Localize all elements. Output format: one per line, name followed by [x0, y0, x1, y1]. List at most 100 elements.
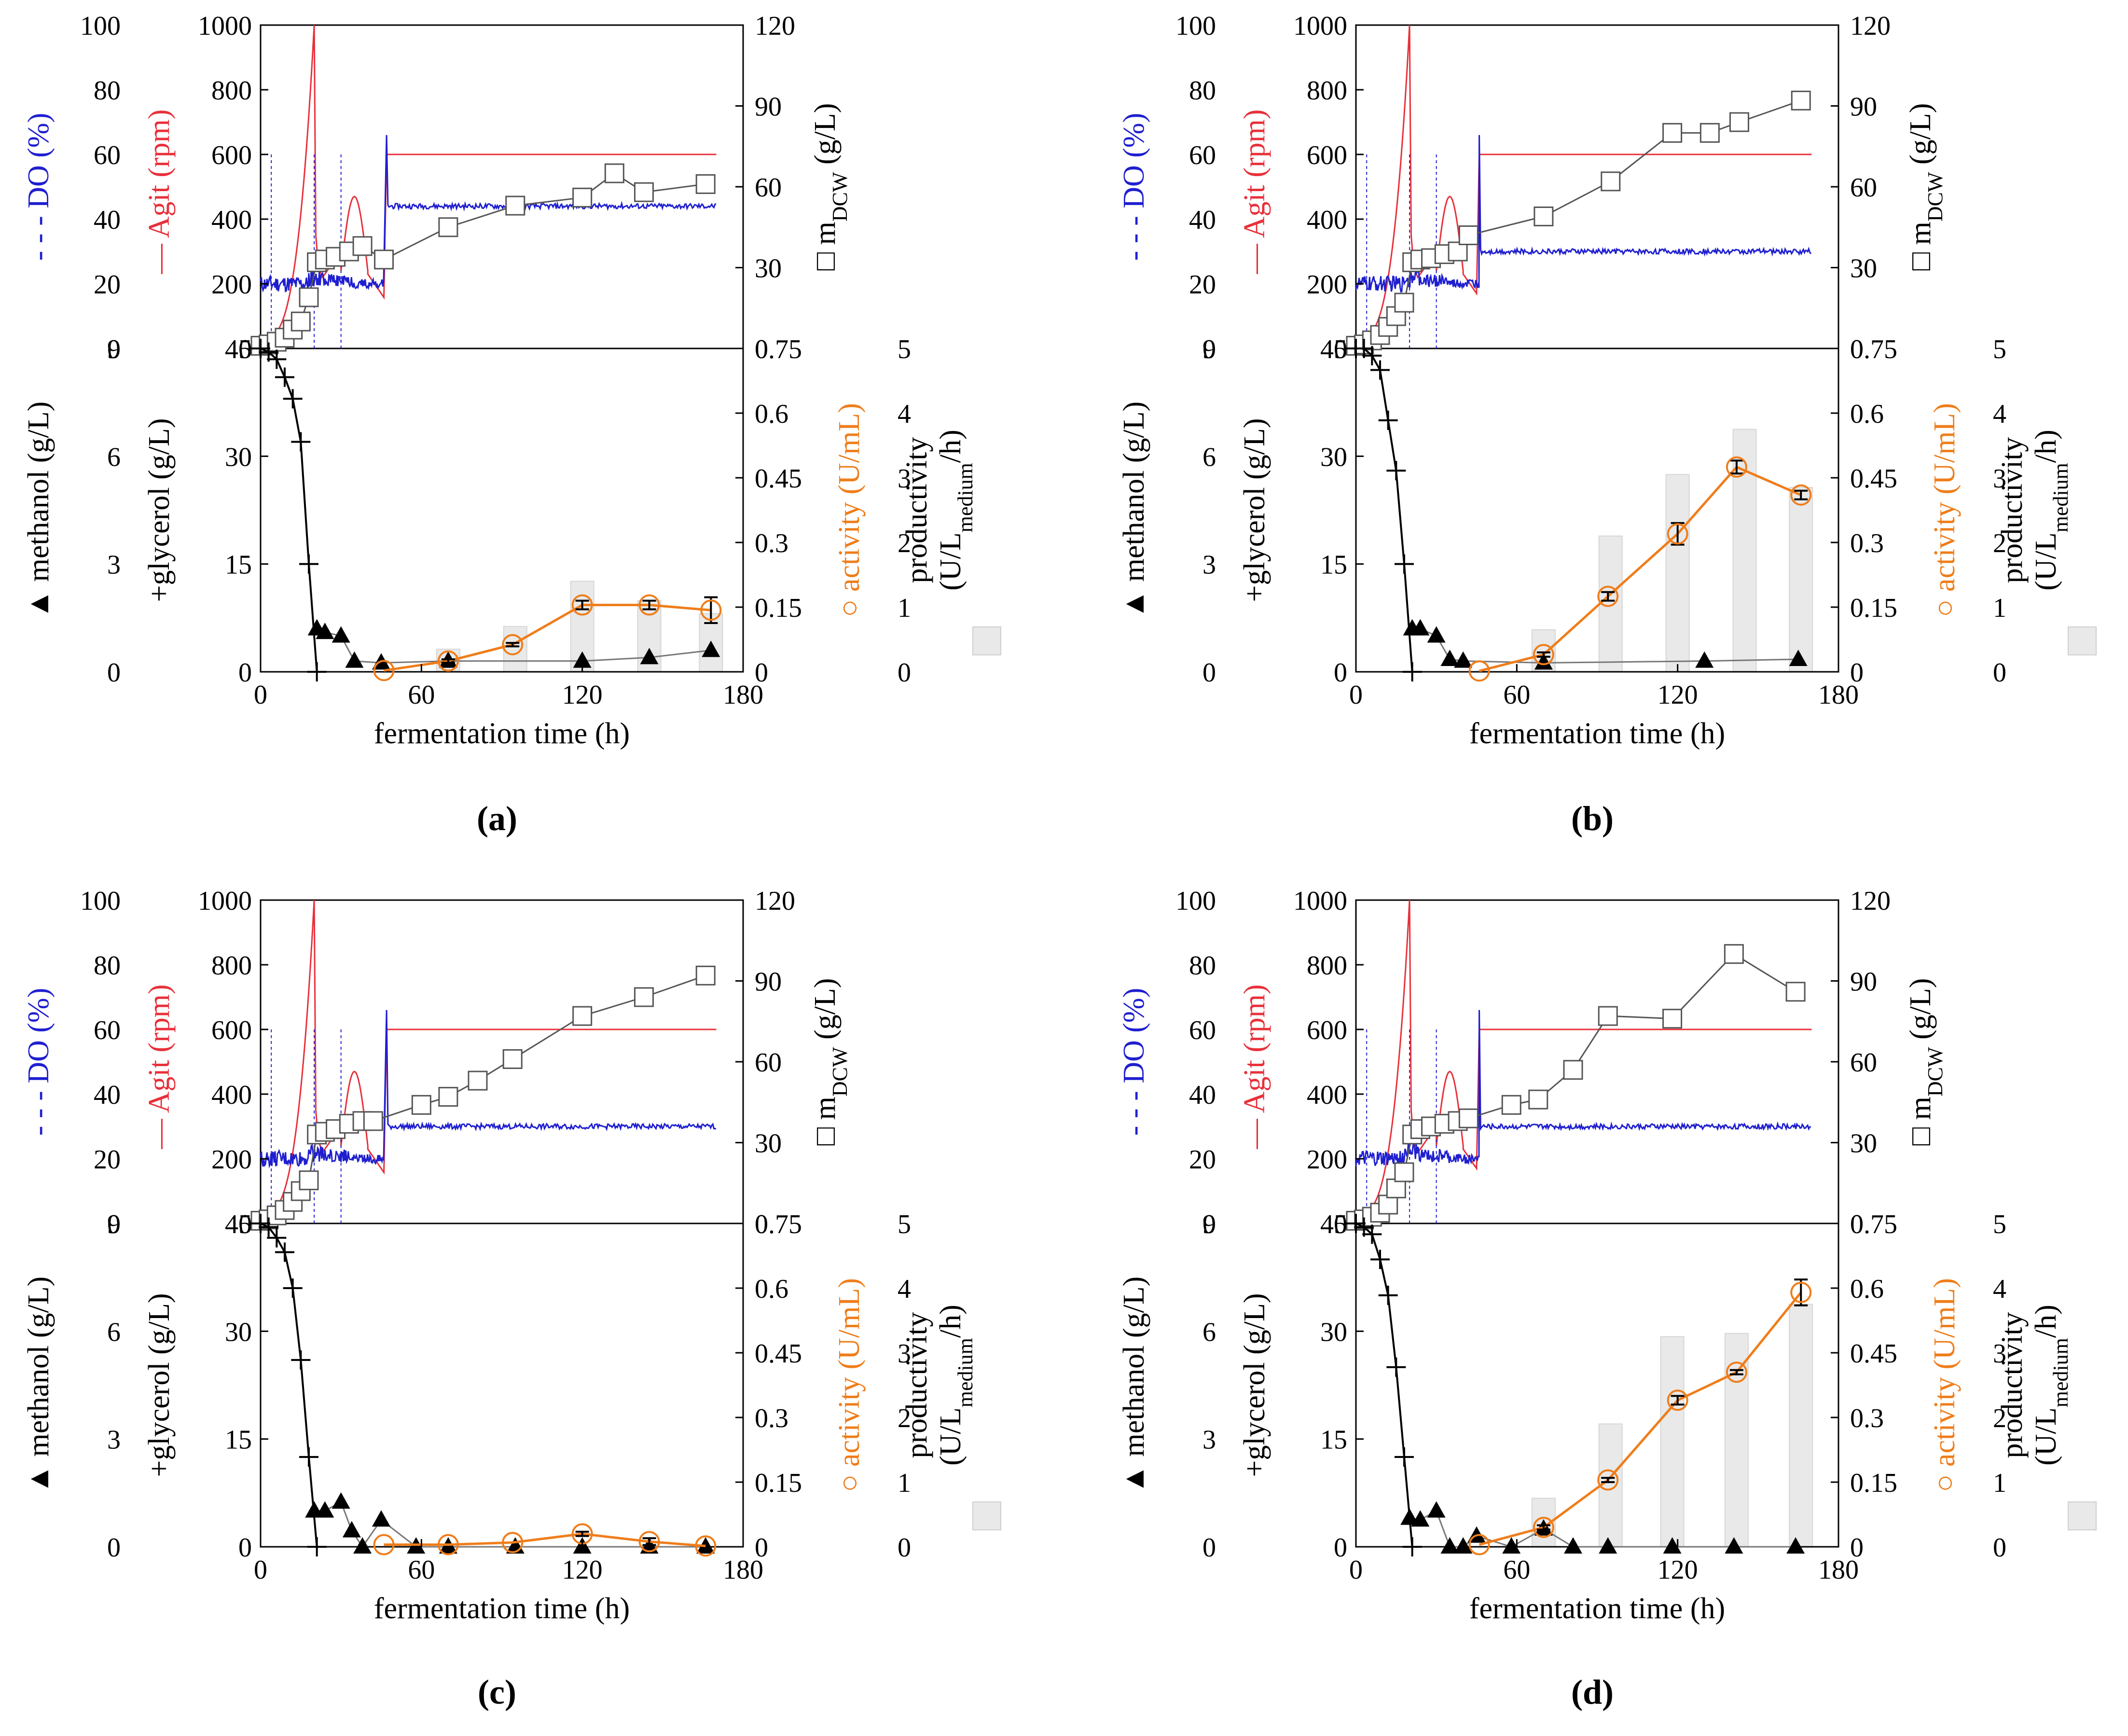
- agit-tick-label: 0: [1334, 334, 1347, 364]
- activity-tick-label: 0.15: [1850, 593, 1897, 623]
- productivity-axis-label: productivity (U/Lmedium/h): [900, 1305, 1001, 1530]
- methanol-marker: [640, 648, 659, 665]
- methanol-marker: [1534, 653, 1553, 670]
- x-tick-label: 120: [1658, 1555, 1698, 1585]
- agit-tick-label: 600: [1307, 140, 1347, 170]
- methanol-line: [314, 1500, 706, 1548]
- productivity-tick-label: 3: [898, 464, 911, 494]
- dcw-tick-label: 30: [1850, 254, 1877, 284]
- methanol-marker: [316, 1501, 334, 1518]
- agit-axis-label: — Agit (rpm): [143, 110, 176, 275]
- do-tick-label: 0: [1202, 1209, 1216, 1239]
- activity-tick-label: 0.3: [1850, 1403, 1884, 1433]
- x-axis-label: fermentation time (h): [1469, 717, 1725, 750]
- productivity-tick-label: 1: [1993, 1468, 2006, 1498]
- productivity-tick-label: 4: [898, 399, 911, 429]
- methanol-tick-label: 0: [1202, 1533, 1216, 1563]
- activity-tick-label: 0.6: [755, 399, 788, 429]
- methanol-tick-label: 3: [1202, 1425, 1216, 1455]
- activity-errorbar: [1536, 651, 1550, 658]
- glycerol-tick-label: 45: [1320, 334, 1347, 364]
- do-label-dash: - - -: [22, 208, 55, 261]
- methanol-marker: [1695, 651, 1714, 668]
- glycerol-marker: [1402, 662, 1422, 681]
- activity-tick-label: 0: [1850, 658, 1864, 688]
- methanol-marker: [1400, 1508, 1419, 1525]
- activity-label-symbol: ○: [833, 592, 866, 617]
- methanol-tick-label: 9: [107, 334, 121, 364]
- productivity-legend-swatch: [2068, 626, 2097, 655]
- glycerol-marker: [259, 1217, 278, 1237]
- glycerol-tick-label: 15: [225, 1425, 252, 1455]
- agit-label-text: Agit (rpm): [143, 110, 176, 238]
- dcw-label-m: m: [1904, 1097, 1937, 1120]
- dcw-marker: [572, 1006, 593, 1026]
- methanol-marker: [1502, 1537, 1521, 1554]
- agit-tick-label: 0: [238, 1209, 252, 1239]
- productivity-tick-label: 4: [1993, 1274, 2006, 1304]
- productivity-bar: [1789, 1304, 1813, 1547]
- dcw-label-symbol: □: [809, 1120, 842, 1145]
- methanol-tick-label: 3: [107, 550, 121, 580]
- do-tick-label: 60: [1189, 1015, 1216, 1045]
- productivity-label-line2: (U/Lmedium/h): [2030, 430, 2073, 591]
- dcw-marker: [1662, 123, 1683, 143]
- activity-marker: [373, 660, 395, 681]
- glycerol-marker: [1362, 1224, 1382, 1244]
- glycerol-marker: [275, 367, 294, 387]
- agit-tick-label: 600: [211, 140, 252, 170]
- productivity-bar: [1665, 474, 1690, 672]
- productivity-tick-label: 3: [1993, 1339, 2006, 1369]
- glycerol-tick-label: 30: [225, 442, 252, 472]
- agit-label-dash: —: [1238, 1113, 1271, 1149]
- dcw-label-sub: DCW: [828, 1047, 852, 1097]
- activity-tick-label: 0: [755, 658, 768, 688]
- agit-tick-label: 1000: [198, 11, 252, 41]
- agitation-line: [260, 900, 717, 1215]
- x-tick-label: 180: [723, 680, 763, 710]
- glycerol-tick-label: 0: [238, 1533, 252, 1563]
- x-tick-label: 0: [1349, 1555, 1363, 1585]
- methanol-tick-label: 6: [107, 1317, 121, 1347]
- activity-tick-label: 0.15: [1850, 1468, 1897, 1498]
- dcw-tick-label: 90: [755, 92, 782, 122]
- activity-marker: [571, 594, 593, 616]
- glycerol-label-text: +glycerol (g/L): [143, 418, 176, 602]
- productivity-tick-label: 2: [1993, 528, 2006, 558]
- glycerol-marker: [291, 432, 311, 452]
- productivity-tick-label: 5: [898, 1209, 911, 1239]
- activity-label-symbol: ○: [1928, 592, 1961, 617]
- dcw-marker: [352, 236, 373, 256]
- methanol-marker: [1427, 1501, 1446, 1518]
- productivity-legend-swatch: [2068, 1501, 2097, 1530]
- glycerol-label-text: +glycerol (g/L): [143, 1293, 176, 1477]
- activity-marker: [1667, 1389, 1688, 1411]
- dcw-marker: [1394, 1162, 1414, 1182]
- dcw-marker: [634, 182, 654, 202]
- do-tick-label: 0: [107, 1209, 121, 1239]
- panel-letter: (c): [478, 1673, 516, 1711]
- activity-marker: [638, 594, 660, 616]
- agit-axis-label: — Agit (rpm): [1238, 110, 1271, 275]
- x-tick-label: 0: [254, 680, 267, 710]
- do-tick-label: 40: [1189, 1080, 1216, 1110]
- activity-axis-label: ○ activity (U/mL): [1928, 403, 1961, 617]
- dcw-tick-label: 90: [1850, 967, 1877, 997]
- glycerol-marker: [1386, 1357, 1406, 1377]
- productivity-tick-label: 4: [1993, 399, 2006, 429]
- activity-marker: [502, 634, 524, 655]
- methanol-marker: [332, 1492, 350, 1509]
- x-axis-label: fermentation time (h): [374, 717, 630, 750]
- dcw-marker: [411, 1095, 431, 1115]
- panel-letter: (a): [477, 799, 517, 838]
- activity-label-symbol: ○: [833, 1467, 866, 1492]
- productivity-label-sub: medium: [2049, 463, 2073, 532]
- glycerol-marker: [283, 389, 303, 409]
- agit-tick-label: 400: [211, 205, 252, 235]
- methanol-marker: [1663, 1537, 1682, 1554]
- bottom-plot-frame: [1355, 347, 1839, 673]
- do-tick-label: 20: [94, 270, 121, 300]
- methanol-marker: [1427, 626, 1446, 643]
